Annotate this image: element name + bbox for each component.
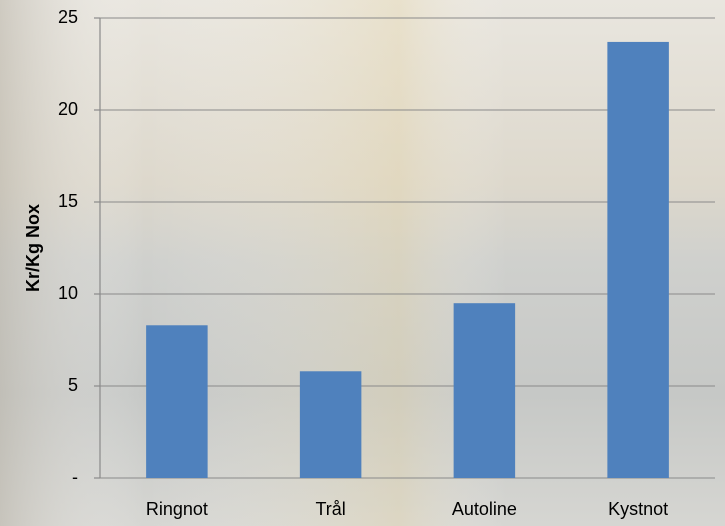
bar bbox=[453, 303, 516, 478]
bar bbox=[299, 371, 362, 478]
y-tick-label: - bbox=[72, 467, 78, 487]
y-tick-label: 15 bbox=[58, 191, 78, 211]
bar bbox=[146, 325, 208, 478]
y-tick-label: 5 bbox=[68, 375, 78, 395]
x-tick-label: Ringnot bbox=[146, 499, 208, 519]
y-tick-label: 20 bbox=[58, 99, 78, 119]
x-tick-label: Kystnot bbox=[608, 499, 668, 519]
y-tick-label: 25 bbox=[58, 7, 78, 27]
y-axis-label: Kr/Kg Nox bbox=[23, 204, 43, 292]
bar bbox=[607, 41, 669, 479]
x-tick-label: Autoline bbox=[452, 499, 517, 519]
y-tick-label: 10 bbox=[58, 283, 78, 303]
x-tick-label: Trål bbox=[315, 499, 345, 519]
